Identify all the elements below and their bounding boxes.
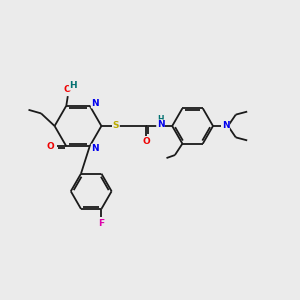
Text: H: H — [69, 81, 77, 90]
Text: F: F — [98, 219, 104, 228]
Text: O: O — [142, 136, 150, 146]
Text: S: S — [113, 122, 119, 130]
Text: N: N — [157, 120, 164, 129]
Text: H: H — [157, 115, 164, 124]
Text: O: O — [63, 85, 71, 94]
Text: N: N — [91, 144, 99, 153]
Text: N: N — [91, 99, 99, 108]
Text: N: N — [222, 122, 230, 130]
Text: O: O — [47, 142, 55, 151]
